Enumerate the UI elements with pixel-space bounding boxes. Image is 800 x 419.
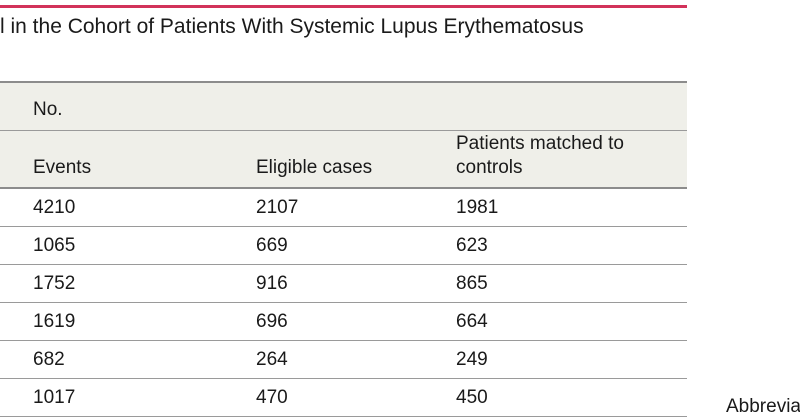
cell-eligible-cases: 916 xyxy=(256,273,288,294)
cell-patients-matched: 664 xyxy=(456,311,488,332)
cell-events: 4210 xyxy=(33,197,76,218)
column-header-eligible-cases: Eligible cases xyxy=(256,157,373,178)
cell-events: 1752 xyxy=(33,273,76,294)
accent-rule xyxy=(0,5,687,8)
column-header-patients-matched: Patients matched to controls xyxy=(456,133,624,178)
cell-patients-matched: 1981 xyxy=(456,197,499,218)
cell-patients-matched: 450 xyxy=(456,387,488,408)
group-header: No. xyxy=(33,99,63,120)
table-row: 1065 669 623 xyxy=(0,227,687,265)
cell-eligible-cases: 2107 xyxy=(256,197,299,218)
table-header: No. Events Eligible cases Patients match… xyxy=(0,81,687,189)
column-header-events: Events xyxy=(33,157,92,178)
cell-eligible-cases: 264 xyxy=(256,349,288,370)
cell-events: 1065 xyxy=(33,235,76,256)
cell-events: 1017 xyxy=(33,387,76,408)
abbreviations-footnote: Abbrevia xyxy=(726,396,800,417)
cell-events: 1619 xyxy=(33,311,76,332)
group-header-rule xyxy=(0,130,687,131)
cell-patients-matched: 623 xyxy=(456,235,488,256)
cell-eligible-cases: 470 xyxy=(256,387,288,408)
table-row: 1619 696 664 xyxy=(0,303,687,341)
cell-patients-matched: 249 xyxy=(456,349,488,370)
table-row: 1752 916 865 xyxy=(0,265,687,303)
data-table: No. Events Eligible cases Patients match… xyxy=(0,81,687,419)
cell-eligible-cases: 696 xyxy=(256,311,288,332)
cell-eligible-cases: 669 xyxy=(256,235,288,256)
cell-patients-matched: 865 xyxy=(456,273,488,294)
table-row: 682 264 249 xyxy=(0,341,687,379)
table-title: l in the Cohort of Patients With Systemi… xyxy=(0,15,584,38)
table-row: 1017 470 450 xyxy=(0,379,687,417)
table-body: 4210 2107 1981 1065 669 623 1752 916 865… xyxy=(0,189,687,417)
cell-events: 682 xyxy=(33,349,65,370)
table-row: 4210 2107 1981 xyxy=(0,189,687,227)
